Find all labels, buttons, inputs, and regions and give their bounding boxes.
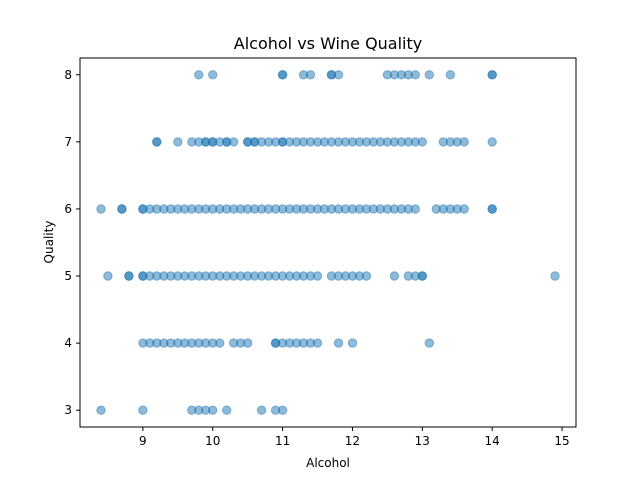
data-point bbox=[194, 70, 204, 80]
x-tick-label: 13 bbox=[415, 434, 430, 448]
data-point bbox=[459, 137, 469, 147]
y-tick-label: 3 bbox=[64, 403, 72, 417]
data-point bbox=[550, 271, 560, 281]
x-tick-label: 9 bbox=[139, 434, 147, 448]
y-tick-label: 6 bbox=[64, 202, 72, 216]
points-layer bbox=[96, 70, 560, 415]
data-point bbox=[124, 271, 134, 281]
y-tick-label: 8 bbox=[64, 68, 72, 82]
data-point bbox=[103, 271, 113, 281]
x-tick-label: 11 bbox=[275, 434, 290, 448]
data-point bbox=[487, 70, 497, 80]
data-point bbox=[229, 137, 239, 147]
data-point bbox=[96, 405, 106, 415]
x-axis-label: Alcohol bbox=[306, 456, 350, 470]
data-point bbox=[215, 338, 225, 348]
data-point bbox=[138, 405, 148, 415]
data-point bbox=[96, 204, 106, 214]
data-point bbox=[277, 405, 288, 415]
x-tick-label: 14 bbox=[485, 434, 500, 448]
x-tick-label: 10 bbox=[205, 434, 220, 448]
data-point bbox=[424, 70, 434, 80]
x-axis-ticks: 9 10 11 12 13 14 15 bbox=[139, 427, 570, 448]
data-point bbox=[424, 338, 434, 348]
plot-area bbox=[80, 58, 576, 427]
data-point bbox=[417, 137, 427, 147]
data-point bbox=[333, 338, 344, 348]
data-point bbox=[256, 405, 267, 415]
data-point bbox=[208, 405, 218, 415]
plot-frame bbox=[79, 57, 577, 428]
data-point bbox=[117, 204, 127, 214]
data-point bbox=[222, 405, 232, 415]
data-point bbox=[152, 137, 162, 147]
y-tick-label: 5 bbox=[64, 269, 72, 283]
data-point bbox=[389, 271, 400, 281]
data-point bbox=[445, 70, 455, 80]
data-point bbox=[243, 338, 253, 348]
data-point bbox=[417, 271, 427, 281]
data-point bbox=[277, 70, 288, 80]
data-point bbox=[361, 271, 372, 281]
data-point bbox=[312, 271, 323, 281]
x-tick-label: 15 bbox=[554, 434, 569, 448]
data-point bbox=[487, 137, 497, 147]
chart-title: Alcohol vs Wine Quality bbox=[234, 34, 422, 53]
y-axis-label: Quality bbox=[42, 221, 56, 264]
data-point bbox=[173, 137, 183, 147]
data-point bbox=[333, 70, 344, 80]
y-tick-label: 7 bbox=[64, 135, 72, 149]
data-point bbox=[459, 204, 469, 214]
data-point bbox=[487, 204, 497, 214]
data-point bbox=[410, 70, 420, 80]
data-point bbox=[312, 338, 323, 348]
data-point bbox=[208, 70, 218, 80]
y-tick-label: 4 bbox=[64, 336, 72, 350]
x-tick-label: 12 bbox=[345, 434, 360, 448]
data-point bbox=[347, 338, 358, 348]
y-axis-ticks: 3 4 5 6 7 8 bbox=[64, 68, 80, 417]
data-point bbox=[305, 70, 316, 80]
data-point bbox=[410, 204, 420, 214]
